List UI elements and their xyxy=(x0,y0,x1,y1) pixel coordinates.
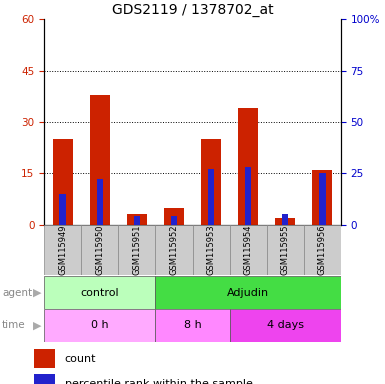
Bar xyxy=(319,173,326,225)
Bar xyxy=(44,309,156,342)
Bar xyxy=(44,276,156,309)
Text: GSM115954: GSM115954 xyxy=(244,224,253,275)
Bar xyxy=(81,225,119,275)
Text: GSM115956: GSM115956 xyxy=(318,224,327,275)
Text: GSM115953: GSM115953 xyxy=(206,224,216,275)
Bar xyxy=(59,194,66,225)
Text: ▶: ▶ xyxy=(33,288,41,298)
Text: 8 h: 8 h xyxy=(184,320,201,331)
Bar xyxy=(34,374,55,384)
Bar xyxy=(304,225,341,275)
Bar xyxy=(53,139,73,225)
Text: control: control xyxy=(80,288,119,298)
Text: time: time xyxy=(2,320,25,331)
Text: 4 days: 4 days xyxy=(267,320,304,331)
Bar xyxy=(44,225,81,275)
Bar xyxy=(275,218,295,225)
Text: percentile rank within the sample: percentile rank within the sample xyxy=(65,379,253,384)
Text: GSM115949: GSM115949 xyxy=(58,224,67,275)
Bar xyxy=(282,214,288,225)
Text: GSM115955: GSM115955 xyxy=(281,224,290,275)
Text: Adjudin: Adjudin xyxy=(227,288,269,298)
Bar xyxy=(171,217,177,225)
Bar xyxy=(134,217,140,225)
Bar xyxy=(208,169,214,225)
Title: GDS2119 / 1378702_at: GDS2119 / 1378702_at xyxy=(112,3,273,17)
Text: GSM115950: GSM115950 xyxy=(95,224,104,275)
Bar xyxy=(156,309,229,342)
Bar xyxy=(127,214,147,225)
Bar xyxy=(119,225,156,275)
Bar xyxy=(238,108,258,225)
Bar xyxy=(90,94,110,225)
Text: GSM115952: GSM115952 xyxy=(169,224,179,275)
Text: 0 h: 0 h xyxy=(91,320,109,331)
Bar xyxy=(156,225,192,275)
Text: agent: agent xyxy=(2,288,32,298)
Bar xyxy=(201,139,221,225)
Bar xyxy=(312,170,332,225)
Bar xyxy=(229,309,341,342)
Bar xyxy=(267,225,304,275)
Bar xyxy=(34,349,55,368)
Text: count: count xyxy=(65,354,96,364)
Text: ▶: ▶ xyxy=(33,320,41,331)
Bar xyxy=(229,225,266,275)
Bar xyxy=(192,225,229,275)
Text: GSM115951: GSM115951 xyxy=(132,224,141,275)
Bar xyxy=(156,276,341,309)
Bar xyxy=(97,179,103,225)
Bar xyxy=(245,167,251,225)
Bar xyxy=(164,207,184,225)
